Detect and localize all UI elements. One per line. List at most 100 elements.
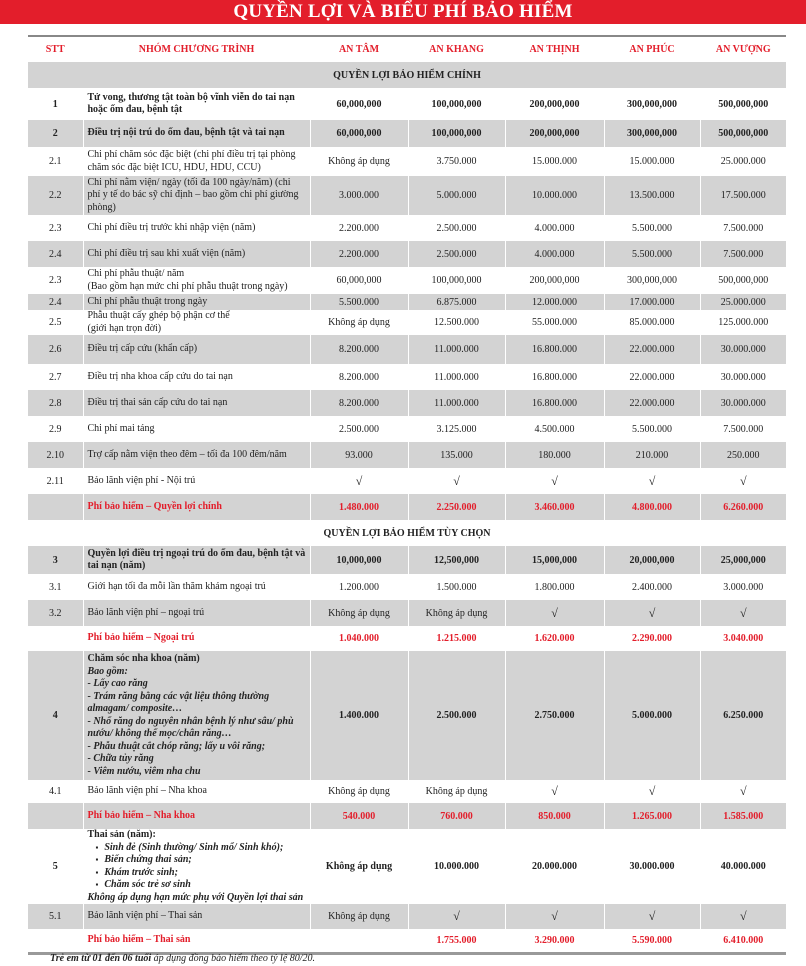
value-an-khang: 2.500.000	[407, 215, 505, 241]
value-an-tam: Không áp dụng	[309, 147, 408, 176]
description-line: Tử vong, thương tật toàn bộ vĩnh viễn do…	[87, 91, 295, 116]
value-an-khang: 760.000	[407, 803, 505, 829]
value-an-tam: 93.000	[309, 442, 408, 468]
check-icon: √	[407, 904, 505, 929]
row-description: Chi phí điều trị sau khi xuất viện (năm)	[82, 241, 310, 267]
value-an-phuc: 2.400.000	[603, 574, 700, 600]
value-an-tam: 60,000,000	[309, 120, 408, 147]
value-an-khang: 100,000,000	[407, 88, 505, 120]
row-stt: 2.5	[49, 317, 62, 328]
row-stt: 2.6	[28, 335, 83, 364]
value-an-thinh: 850.000	[504, 803, 604, 829]
value-an-thinh: 15,000,000	[504, 546, 604, 574]
row-stt: 5	[52, 861, 58, 872]
row-description: Giới hạn tối đa mỗi lần thăm khám ngoại …	[82, 574, 310, 600]
description-line: - Viêm nướu, viêm nha chu	[87, 765, 201, 777]
footnote-text: áp dụng đồng bảo hiểm theo tỷ lệ 80/20.	[151, 953, 316, 964]
check-icon: √	[603, 904, 700, 929]
table-row: 2.4 Chi phí phẫu thuật trong ngày 5.500.00…	[28, 294, 786, 310]
value-an-khang: 12.500.000	[407, 310, 505, 335]
table-row: 3.2 Bảo lãnh viện phí – ngoại trú Không áp…	[28, 600, 786, 626]
value-an-phuc: 5.590.000	[603, 929, 700, 955]
row-stt: 2.2	[28, 176, 83, 215]
description-line: Phẫu thuật cấy ghép bộ phận cơ thể	[87, 310, 230, 321]
value-an-thinh: 180.000	[504, 442, 604, 468]
value-an-vuong: 25.000.000	[699, 147, 786, 176]
value-an-vuong: 500,000,000	[699, 120, 786, 147]
value-an-thinh: 200,000,000	[504, 120, 604, 147]
table-row: 2.3 Chi phí điều trị trước khi nhập viện …	[28, 215, 786, 241]
value-an-tam: Không áp dụng	[309, 310, 408, 335]
value-an-khang: 11.000.000	[407, 390, 505, 416]
table-row: 2.2 Chi phí nằm viện/ ngày (tối đa 100 ng…	[28, 176, 786, 215]
value-an-vuong: 6.410.000	[699, 929, 786, 955]
table-row: 1 Tử vong, thương tật toàn bộ vĩnh viễn d…	[28, 88, 786, 120]
value-an-vuong: 7.500.000	[699, 416, 786, 442]
premium-row: Phí bảo hiểm – Nha khoa 540.000 760.000 850…	[28, 803, 786, 829]
value-an-tam: 8.200.000	[309, 364, 408, 390]
value-an-tam: 1.480.000	[309, 494, 408, 520]
section-row: QUYỀN LỢI BẢO HIỂM TÙY CHỌN	[28, 520, 786, 546]
value-an-khang: 2.500.000	[407, 651, 505, 780]
table-row: 2.11 Bảo lãnh viện phí - Nội trú √ √ √ √ √	[28, 468, 786, 494]
value-an-vuong: 30.000.000	[699, 390, 786, 416]
value-an-thinh: 4.500.000	[504, 416, 604, 442]
row-stt: 2.4	[28, 241, 83, 267]
value-an-thinh: 3.460.000	[504, 494, 604, 520]
value-an-khang: 10.000.000	[407, 829, 505, 904]
value-an-thinh: 4.000.000	[504, 241, 604, 267]
value-an-vuong: 25,000,000	[699, 546, 786, 574]
value-an-vuong: 30.000.000	[699, 364, 786, 390]
description-line: Giới hạn tối đa mỗi lần thăm khám ngoại …	[87, 580, 266, 592]
value-an-thinh: 200,000,000	[504, 88, 604, 120]
footnote-bold: Trẻ em từ 01 đến 06 tuổi	[50, 953, 152, 964]
row-stt: 2.4	[28, 294, 83, 310]
value-an-khang: 11.000.000	[407, 335, 505, 364]
value-an-thinh: 15.000.000	[504, 147, 604, 176]
page-title: QUYỀN LỢI VÀ BIỂU PHÍ BẢO HIỂM	[0, 0, 806, 24]
table-header-row: STT NHÓM CHƯƠNG TRÌNH AN TÂM AN KHANG AN…	[28, 35, 786, 62]
row-description: Chi phí phẫu thuật/ năm (Bao gồm hạn mức …	[82, 267, 310, 294]
value-an-thinh: 12.000.000	[504, 294, 604, 310]
row-description: Chi phí điều trị trước khi nhập viện (nă…	[82, 215, 310, 241]
value-an-vuong: 125.000.000	[699, 310, 786, 335]
table-row: 2.6 Điều trị cấp cứu (khẩn cấp) 8.200.000 1…	[28, 335, 786, 364]
value-an-vuong: 6.250.000	[699, 651, 786, 780]
row-description: Thai sản (năm): Sinh đẻ (Sinh thường/ Sin…	[82, 829, 310, 904]
value-an-tam: 1.400.000	[309, 651, 408, 780]
value-an-vuong: 17.500.000	[699, 176, 786, 215]
row-description: Điều trị nha khoa cấp cứu do tai nạn	[82, 364, 310, 390]
value-an-thinh: 4.000.000	[504, 215, 604, 241]
value-an-khang: 11.000.000	[407, 364, 505, 390]
description-line: Bảo lãnh viện phí - Nội trú	[87, 474, 196, 486]
row-description: Trợ cấp nằm viện theo đêm – tối đa 100 đ…	[82, 442, 310, 468]
description-line: Chi phí điều trị sau khi xuất viện (năm)	[87, 247, 246, 259]
description-line: Chi phí phẫu thuật trong ngày	[87, 295, 208, 307]
description-line: Khám trước sinh;	[88, 867, 306, 880]
header-program-group: NHÓM CHƯƠNG TRÌNH	[82, 35, 310, 62]
table-row: 2.3 Chi phí phẫu thuật/ năm (Bao gồm hạn m…	[28, 267, 786, 294]
row-description: Tử vong, thương tật toàn bộ vĩnh viễn do…	[82, 88, 310, 120]
value-an-thinh: 1.620.000	[504, 626, 604, 651]
row-stt: 2.7	[49, 371, 62, 383]
row-description: Bảo lãnh viện phí – Thai sản	[82, 904, 310, 929]
value-an-khang: 1.755.000	[407, 929, 505, 955]
row-stt: 2.11	[46, 475, 64, 487]
row-stt: 2	[28, 120, 83, 147]
row-stt: 2.10	[28, 442, 83, 468]
value-an-vuong: 250.000	[699, 442, 786, 468]
value-an-tam: 540.000	[309, 803, 408, 829]
row-stt: 3.1	[49, 581, 62, 593]
value-an-khang: 135.000	[407, 442, 505, 468]
description-line: Chi phí phẫu thuật/ năm	[87, 268, 185, 279]
value-an-tam: Không áp dụng	[309, 780, 408, 803]
value-an-phuc: 2.290.000	[603, 626, 700, 651]
value-an-phuc: 15.000.000	[603, 147, 700, 176]
value-an-vuong: 7.500.000	[699, 241, 786, 267]
check-icon: √	[504, 600, 604, 626]
table-row: 5.1 Bảo lãnh viện phí – Thai sản Không áp …	[28, 904, 786, 929]
header-an-khang: AN KHANG	[407, 35, 505, 62]
value-an-tam: 10,000,000	[309, 546, 408, 574]
row-stt: 2.3	[49, 222, 62, 234]
value-an-vuong: 25.000.000	[699, 294, 786, 310]
